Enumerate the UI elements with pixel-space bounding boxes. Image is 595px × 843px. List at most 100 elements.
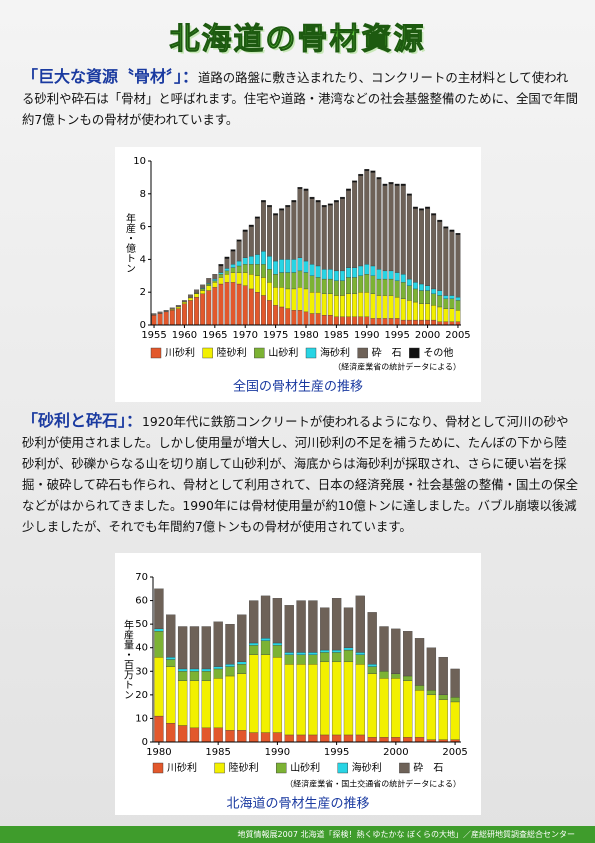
- bar-segment: [333, 201, 339, 272]
- y-tick-label: 10: [133, 156, 146, 167]
- bar-segment: [437, 221, 443, 291]
- x-tick-label: 2005: [442, 747, 467, 758]
- bar-segment: [260, 264, 266, 278]
- bar-segment: [379, 671, 389, 679]
- bar-segment: [320, 734, 330, 743]
- bar-segment: [394, 272, 400, 281]
- bar-segment: [166, 656, 176, 660]
- bar-segment: [419, 283, 424, 291]
- bar-segment: [449, 229, 455, 232]
- bar-segment: [340, 198, 345, 272]
- bar-segment: [151, 313, 157, 316]
- bar-segment: [388, 295, 394, 319]
- bar-segment: [189, 668, 200, 672]
- paragraph: 「巨大な資源〝骨材〞」：道路の路盤に敷き込まれたり、コンクリートの主材料として使…: [22, 66, 578, 130]
- bar-segment: [236, 283, 242, 326]
- bar-segment: [406, 195, 412, 280]
- bar-segment: [201, 671, 211, 681]
- bar-segment: [260, 732, 271, 743]
- bar-segment: [189, 671, 200, 681]
- bar-segment: [201, 680, 211, 729]
- bar-segment: [340, 280, 345, 296]
- bar-segment: [346, 293, 352, 317]
- bar-segment: [254, 292, 260, 326]
- bar-segment: [272, 656, 283, 733]
- bar-segment: [438, 694, 448, 700]
- bar-segment: [370, 318, 376, 326]
- bar-segment: [315, 313, 321, 326]
- y-axis-label: 年産量・百万トン: [122, 618, 134, 699]
- bar-segment: [394, 185, 400, 273]
- bar-segment: [291, 201, 297, 260]
- bar-segment: [355, 595, 365, 653]
- bar-segment: [364, 169, 370, 171]
- bar-segment: [355, 652, 365, 655]
- bar-segment: [394, 296, 400, 319]
- bar-segment: [284, 664, 294, 736]
- bar-segment: [218, 283, 224, 326]
- bar-segment: [412, 288, 418, 303]
- bar-segment: [327, 293, 333, 316]
- bar-segment: [248, 226, 254, 257]
- bar-segment: [406, 300, 412, 321]
- bar-segment: [272, 732, 283, 743]
- bar-segment: [309, 196, 315, 199]
- legend-swatch: [150, 347, 162, 359]
- bar-segment: [388, 318, 394, 326]
- legend-swatch: [357, 347, 368, 359]
- bar-segment: [242, 257, 248, 265]
- bar-segment: [194, 293, 200, 298]
- bar-segment: [321, 269, 327, 280]
- bar-segment: [230, 264, 236, 268]
- bar-segment: [340, 196, 345, 199]
- bar-segment: [431, 319, 437, 326]
- bar-segment: [260, 295, 266, 326]
- x-tick-label: 1995: [324, 747, 349, 758]
- bar-segment: [213, 678, 223, 729]
- paragraph: 「砂利と砕石」：1920年代に鉄筋コンクリートが使われるようになり、骨材として河…: [22, 410, 578, 537]
- bar-segment: [443, 308, 449, 322]
- bar-segment: [213, 668, 223, 679]
- bar-segment: [406, 278, 412, 286]
- bar-segment: [260, 654, 271, 733]
- bar-segment: [291, 310, 297, 326]
- y-tick-label: 30: [135, 666, 148, 677]
- bar-segment: [224, 274, 230, 283]
- bar-segment: [212, 274, 218, 280]
- bar-segment: [201, 668, 211, 672]
- bar-segment: [175, 305, 181, 308]
- bar-segment: [157, 313, 163, 326]
- bar-segment: [297, 188, 303, 258]
- legend-label: 山砂利: [290, 761, 320, 774]
- bar-segment: [321, 206, 327, 270]
- bar-segment: [382, 318, 388, 326]
- footer: 地質情報展2007 北海道「探検！熱くゆたかな ぼくらの大地」／産総研地質調査総…: [0, 826, 595, 843]
- bar-segment: [285, 288, 291, 309]
- bar-segment: [249, 642, 259, 646]
- bar-segment: [284, 652, 294, 655]
- bar-segment: [273, 214, 279, 262]
- bar-segment: [309, 198, 315, 265]
- legend-label: 川砂利: [167, 761, 197, 774]
- bar-segment: [291, 259, 297, 273]
- bar-segment: [230, 282, 236, 326]
- bar-segment: [206, 290, 212, 326]
- bar-segment: [297, 270, 303, 288]
- bar-segment: [364, 292, 370, 317]
- bar-segment: [188, 294, 193, 299]
- bar-segment: [327, 205, 333, 270]
- bar-segment: [426, 694, 437, 740]
- bar-segment: [450, 697, 460, 703]
- legend-swatch: [152, 762, 164, 774]
- bar-segment: [151, 315, 157, 326]
- bar-segment: [455, 296, 461, 301]
- bar-segment: [254, 218, 260, 255]
- bar-segment: [181, 300, 187, 303]
- x-tick-label: 1990: [265, 747, 290, 758]
- bar-segment: [267, 269, 272, 283]
- bar-segment: [166, 666, 176, 724]
- bar-segment: [443, 226, 449, 229]
- chart-caption: 北海道の骨材生産の推移: [226, 796, 369, 812]
- bar-segment: [437, 295, 443, 308]
- legend-swatch: [214, 762, 225, 774]
